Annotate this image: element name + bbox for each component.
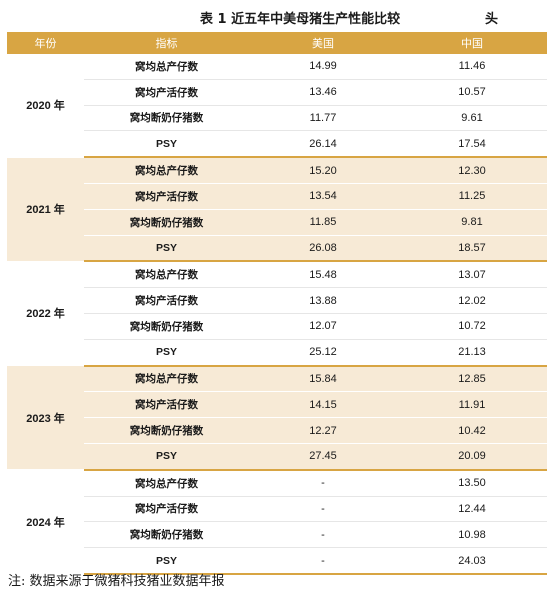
us-value-cell: 11.77 [249, 105, 397, 132]
metric-cell: 窝均总产仔数 [84, 261, 249, 289]
us-value-cell: 15.84 [249, 365, 397, 393]
title-row: 表 1 近五年中美母猪生产性能比较 头 [0, 0, 553, 32]
cn-value-cell: 9.81 [397, 209, 547, 236]
us-value-cell: 12.27 [249, 417, 397, 444]
cn-value-cell: 12.02 [397, 287, 547, 314]
metric-cell: PSY [84, 443, 249, 471]
year-cell: 2022 年 [7, 261, 84, 367]
us-value-cell: 14.99 [249, 54, 397, 80]
table-row: 窝均产活仔数 14.15 11.91 [7, 391, 547, 419]
table-title: 表 1 近五年中美母猪生产性能比较 [200, 12, 401, 27]
table-row: PSY 25.12 21.13 [7, 339, 547, 367]
metric-cell: 窝均产活仔数 [84, 496, 249, 523]
table-row: 2023 年窝均总产仔数 15.84 12.85 [7, 365, 547, 471]
table-row: PSY 26.08 18.57 [7, 235, 547, 263]
table-row: PSY -24.03 [7, 547, 547, 575]
table-row: 窝均产活仔数 13.54 11.25 [7, 183, 547, 210]
us-value-cell: 13.46 [249, 79, 397, 106]
table-row: PSY 27.45 20.09 [7, 443, 547, 471]
metric-cell: PSY [84, 235, 249, 263]
cn-value-cell: 11.91 [397, 391, 547, 419]
metric-cell: 窝均产活仔数 [84, 391, 249, 419]
metric-cell: 窝均产活仔数 [84, 183, 249, 210]
table-row: 2024 年窝均总产仔数 -13.50 [7, 469, 547, 575]
header-us: 美国 [249, 32, 397, 54]
footnote: 注: 数据来源于微猪科技猪业数据年报 [8, 574, 225, 589]
cn-value-cell: 18.57 [397, 235, 547, 263]
header-year: 年份 [7, 32, 84, 54]
metric-cell: 窝均断奶仔猪数 [84, 209, 249, 236]
cn-value-cell: 12.85 [397, 365, 547, 393]
header-metric: 指标 [84, 32, 249, 54]
us-value-cell: 15.20 [249, 157, 397, 184]
metric-cell: 窝均断奶仔猪数 [84, 521, 249, 549]
us-value-cell: 26.14 [249, 130, 397, 159]
cn-value-cell: 20.09 [397, 443, 547, 471]
table-row: 窝均断奶仔猪数 -10.98 [7, 521, 547, 549]
cn-value-cell: 9.61 [397, 105, 547, 132]
cn-value-cell: 12.44 [397, 496, 547, 523]
cn-value-cell: 13.50 [397, 469, 547, 497]
table-row: 2022 年窝均总产仔数 15.48 13.07 [7, 261, 547, 367]
metric-cell: 窝均总产仔数 [84, 365, 249, 393]
header-cn: 中国 [397, 32, 547, 54]
metric-cell: PSY [84, 339, 249, 367]
table-row: 窝均断奶仔猪数 11.85 9.81 [7, 209, 547, 236]
cn-value-cell: 10.98 [397, 521, 547, 549]
comparison-table: 年份 指标 美国 中国 2020 年窝均总产仔数 14.99 11.46 窝均产活仔数… [7, 32, 547, 575]
cn-value-cell: 13.07 [397, 261, 547, 289]
table-header-row: 年份 指标 美国 中国 [7, 32, 547, 54]
cn-value-cell: 11.25 [397, 183, 547, 210]
table-row: PSY 26.14 17.54 [7, 130, 547, 159]
table-row: 窝均产活仔数 -12.44 [7, 496, 547, 523]
cn-value-cell: 10.72 [397, 313, 547, 340]
metric-cell: PSY [84, 130, 249, 159]
table-row: 窝均产活仔数 13.46 10.57 [7, 79, 547, 106]
cn-value-cell: 24.03 [397, 547, 547, 575]
cn-value-cell: 17.54 [397, 130, 547, 159]
metric-cell: 窝均产活仔数 [84, 79, 249, 106]
us-value-cell: 12.07 [249, 313, 397, 340]
unit-label: 头 [485, 12, 499, 27]
table-body: 2020 年窝均总产仔数 14.99 11.46 窝均产活仔数 13.46 10.57 窝均… [7, 54, 547, 575]
table-row: 窝均产活仔数 13.88 12.02 [7, 287, 547, 314]
metric-cell: 窝均产活仔数 [84, 287, 249, 314]
metric-cell: PSY [84, 547, 249, 575]
table-row: 2020 年窝均总产仔数 14.99 11.46 [7, 54, 547, 158]
year-cell: 2024 年 [7, 469, 84, 575]
us-value-cell: - [249, 521, 397, 549]
us-value-cell: 15.48 [249, 261, 397, 289]
cn-value-cell: 10.42 [397, 417, 547, 444]
us-value-cell: 13.54 [249, 183, 397, 210]
table-row: 2021 年窝均总产仔数 15.20 12.30 [7, 157, 547, 262]
cn-value-cell: 12.30 [397, 157, 547, 184]
table-row: 窝均断奶仔猪数 12.07 10.72 [7, 313, 547, 340]
year-cell: 2021 年 [7, 157, 84, 262]
us-value-cell: 13.88 [249, 287, 397, 314]
cn-value-cell: 21.13 [397, 339, 547, 367]
metric-cell: 窝均断奶仔猪数 [84, 417, 249, 444]
us-value-cell: - [249, 547, 397, 575]
table-row: 窝均断奶仔猪数 11.77 9.61 [7, 105, 547, 132]
metric-cell: 窝均总产仔数 [84, 54, 249, 80]
metric-cell: 窝均断奶仔猪数 [84, 105, 249, 132]
cn-value-cell: 10.57 [397, 79, 547, 106]
year-cell: 2020 年 [7, 54, 84, 158]
us-value-cell: 27.45 [249, 443, 397, 471]
us-value-cell: 25.12 [249, 339, 397, 367]
metric-cell: 窝均总产仔数 [84, 157, 249, 184]
metric-cell: 窝均总产仔数 [84, 469, 249, 497]
table-row: 窝均断奶仔猪数 12.27 10.42 [7, 417, 547, 444]
us-value-cell: - [249, 469, 397, 497]
metric-cell: 窝均断奶仔猪数 [84, 313, 249, 340]
us-value-cell: 11.85 [249, 209, 397, 236]
year-cell: 2023 年 [7, 365, 84, 471]
us-value-cell: - [249, 496, 397, 523]
us-value-cell: 14.15 [249, 391, 397, 419]
us-value-cell: 26.08 [249, 235, 397, 263]
cn-value-cell: 11.46 [397, 54, 547, 80]
